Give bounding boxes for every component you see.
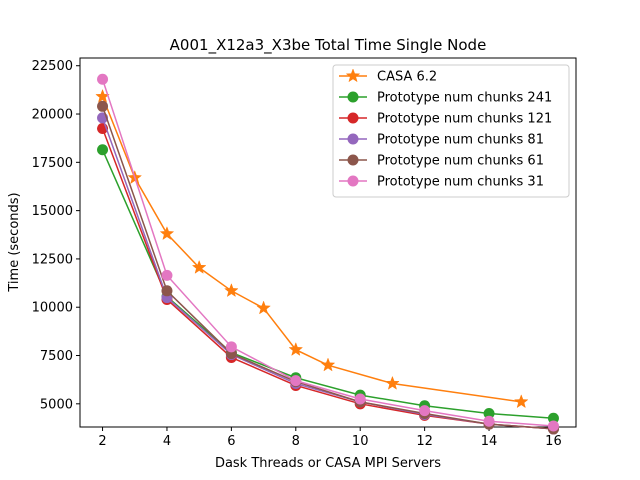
legend-item: CASA 6.2 [339,68,437,85]
data-point [288,342,304,356]
data-point [513,394,529,409]
data-point [483,415,495,427]
series-6 [97,73,559,432]
data-point [97,100,109,112]
legend-marker [347,133,359,145]
data-point [483,407,495,419]
y-tick-label: 15000 [32,204,73,219]
y-axis-label: Time (seconds) [7,192,22,292]
legend-marker [347,154,359,166]
y-axis: 5000 7500 10000 12500 15000 17500 20000 22500 [32,59,80,412]
data-point [385,375,400,390]
legend-marker [347,175,359,187]
y-tick-label: 10000 [32,301,73,316]
x-tick-label: 8 [292,434,300,449]
legend-item: Prototype num chunks 121 [339,112,552,127]
data-point [224,283,239,298]
series-1 [95,88,529,409]
data-point [320,357,336,372]
data-point [354,393,366,405]
x-tick-label: 16 [545,434,562,449]
y-tick-label: 20000 [32,108,73,123]
legend-label: Prototype num chunks 81 [377,133,544,148]
series-layer [95,73,559,435]
legend-label: Prototype num chunks 31 [377,175,544,190]
x-tick-label: 14 [481,434,498,449]
legend-item: Prototype num chunks 61 [339,154,544,169]
data-point [97,144,109,156]
data-point [161,269,173,281]
plot-frame [79,57,577,428]
chart-title: A001_X12a3_X3be Total Time Single Node [170,36,487,55]
legend-item: Prototype num chunks 31 [339,175,544,190]
series-line [101,96,522,403]
y-tick-label: 7500 [40,349,73,364]
y-tick-label: 17500 [32,156,73,171]
y-tick-label: 5000 [40,397,73,412]
legend: CASA 6.2 Prototype num chunks 241 Prototyp… [332,64,570,198]
x-tick-label: 4 [163,434,171,449]
legend-marker [347,112,359,124]
data-point [161,285,173,297]
legend-label: Prototype num chunks 121 [377,112,552,127]
x-axis-label: Dask Threads or CASA MPI Servers [215,456,441,471]
data-point [191,259,207,274]
legend-item: Prototype num chunks 81 [339,133,544,148]
legend-marker [347,91,359,103]
legend-box [332,64,570,198]
data-point [159,226,175,241]
series-line [101,106,554,430]
data-point [547,412,559,424]
legend-label: CASA 6.2 [377,70,437,85]
data-point [419,405,431,417]
series-line [101,79,554,427]
data-point [256,300,271,315]
y-tick-label: 12500 [32,252,73,267]
legend-label: Prototype num chunks 241 [377,91,552,106]
y-tick-label: 22500 [32,59,73,74]
x-tick-label: 2 [98,434,106,449]
x-tick-label: 10 [352,434,369,449]
data-point [547,420,559,432]
data-point [225,341,237,353]
legend-marker [345,68,361,83]
data-point [97,73,109,85]
x-tick-label: 6 [227,434,235,449]
data-point [290,375,302,387]
legend-item: Prototype num chunks 241 [339,91,552,106]
x-tick-label: 12 [416,434,433,449]
x-axis: 2 4 6 8 10 12 14 16 [98,427,562,449]
legend-label: Prototype num chunks 61 [377,154,544,169]
series-line [101,149,554,420]
